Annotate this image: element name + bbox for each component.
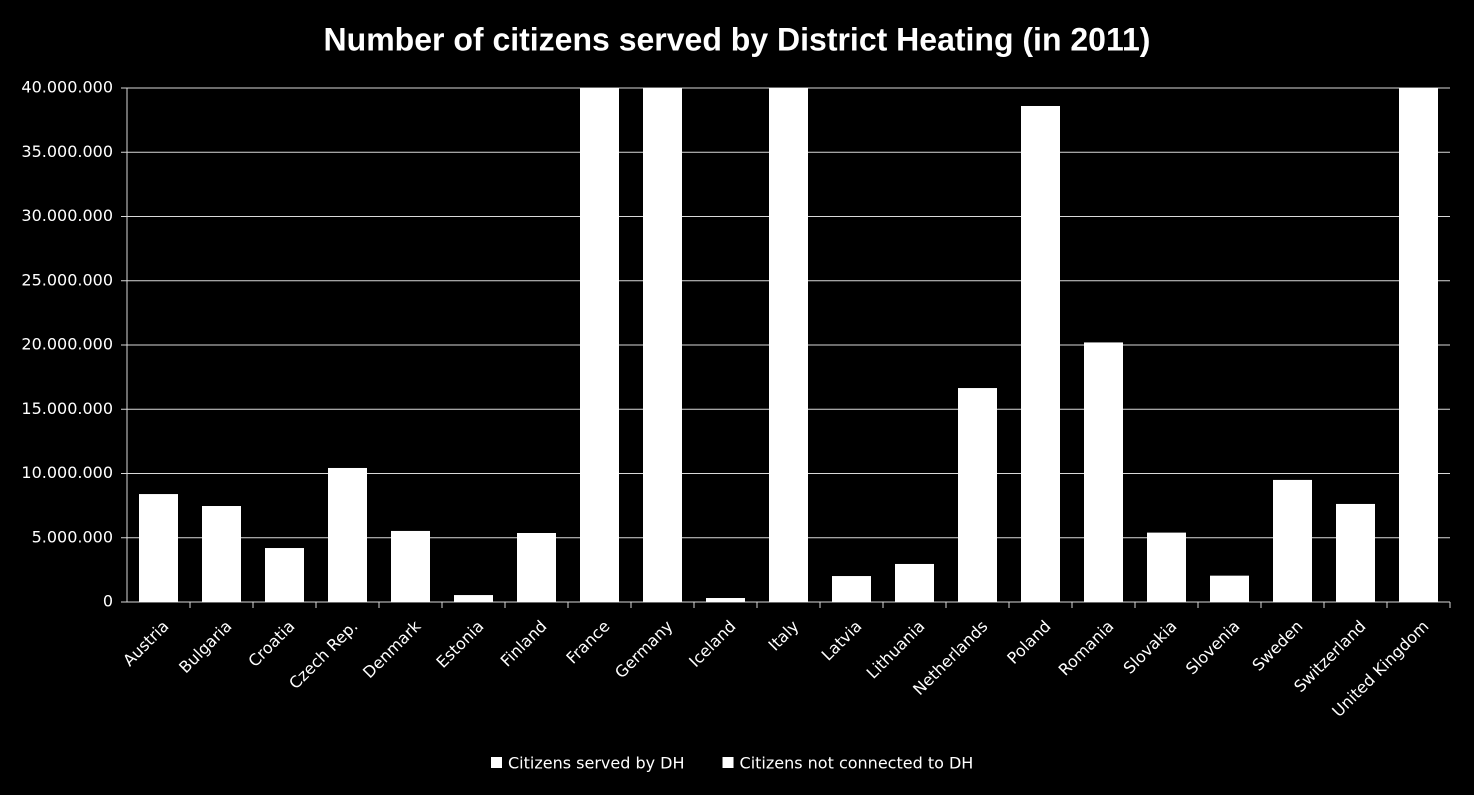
y-tick-label: 30.000.000 (21, 206, 113, 225)
x-tick-label: Poland (1003, 617, 1054, 668)
x-tick-label: Iceland (685, 617, 739, 671)
bar (1399, 88, 1438, 602)
bar (895, 563, 934, 602)
y-tick-label: 35.000.000 (21, 142, 113, 161)
y-tick-label: 20.000.000 (21, 335, 113, 354)
y-tick-label: 10.000.000 (21, 463, 113, 482)
x-tick-label: Slovakia (1120, 617, 1181, 678)
x-tick-label: Romania (1055, 617, 1118, 680)
bar (1210, 575, 1249, 602)
x-tick-label: Germany (611, 617, 676, 682)
y-tick-label: 15.000.000 (21, 399, 113, 418)
y-tick-label: 5.000.000 (32, 527, 113, 546)
bar (328, 467, 367, 602)
y-tick-label: 0 (103, 592, 113, 611)
x-tick-label: Czech Rep. (285, 617, 361, 693)
x-tick-label: France (562, 617, 613, 668)
bar (1021, 105, 1060, 602)
x-tick-label: Lithuania (863, 617, 929, 683)
bar (643, 88, 682, 602)
bar (580, 88, 619, 602)
x-tick-label: Estonia (432, 617, 487, 672)
bar (454, 595, 493, 602)
bar (517, 532, 556, 602)
bar (139, 494, 178, 602)
bar (1084, 342, 1123, 602)
x-tick-label: Italy (765, 617, 803, 655)
bar (265, 548, 304, 602)
legend-label: Citizens not connected to DH (740, 754, 974, 773)
legend-swatch (722, 757, 734, 768)
bar (202, 506, 241, 602)
x-tick-label: Slovenia (1182, 617, 1244, 679)
bar (1273, 479, 1312, 602)
x-tick-label: Latvia (818, 617, 866, 665)
x-tick-label: Finland (497, 617, 551, 671)
x-tick-label: Denmark (359, 616, 425, 682)
bar (1336, 503, 1375, 602)
bar (1147, 532, 1186, 602)
bar (391, 530, 430, 602)
y-tick-label: 40.000.000 (21, 78, 113, 97)
bar (769, 88, 808, 602)
bar (832, 576, 871, 602)
y-tick-label: 25.000.000 (21, 270, 113, 289)
bars (139, 88, 1438, 602)
x-tick-label: Bulgaria (175, 617, 235, 677)
chart-title: Number of citizens served by District He… (324, 21, 1151, 57)
legend-label: Citizens served by DH (508, 754, 685, 773)
bar (706, 598, 745, 602)
x-tick-label: Austria (119, 617, 172, 670)
legend-swatch (491, 757, 502, 768)
x-tick-label: Sweden (1248, 617, 1306, 675)
bar (958, 388, 997, 602)
x-tick-label: Croatia (244, 617, 298, 671)
